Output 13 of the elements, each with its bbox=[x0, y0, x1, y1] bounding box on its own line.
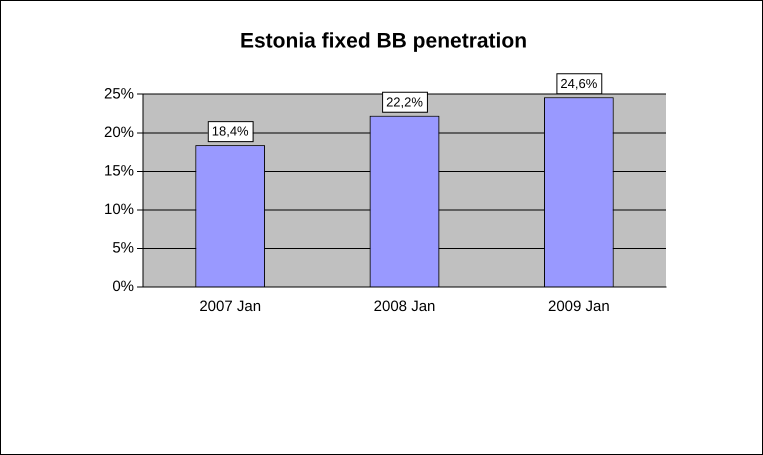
data-label: 18,4% bbox=[212, 124, 250, 139]
data-label: 22,2% bbox=[386, 94, 424, 110]
y-tick-label: 20% bbox=[104, 124, 134, 141]
y-tick-label: 10% bbox=[104, 201, 134, 218]
x-tick-label: 2007 Jan bbox=[199, 298, 262, 316]
y-tick-label: 0% bbox=[112, 278, 134, 296]
chart-title: Estonia fixed BB penetration bbox=[240, 29, 528, 52]
x-tick-label: 2009 Jan bbox=[548, 298, 610, 316]
y-tick-label: 15% bbox=[104, 162, 134, 180]
x-tick-label: 2008 Jan bbox=[374, 298, 436, 316]
data-label: 24,6% bbox=[560, 76, 598, 91]
y-tick-label: 25% bbox=[104, 85, 134, 102]
y-tick-label: 5% bbox=[112, 240, 134, 257]
